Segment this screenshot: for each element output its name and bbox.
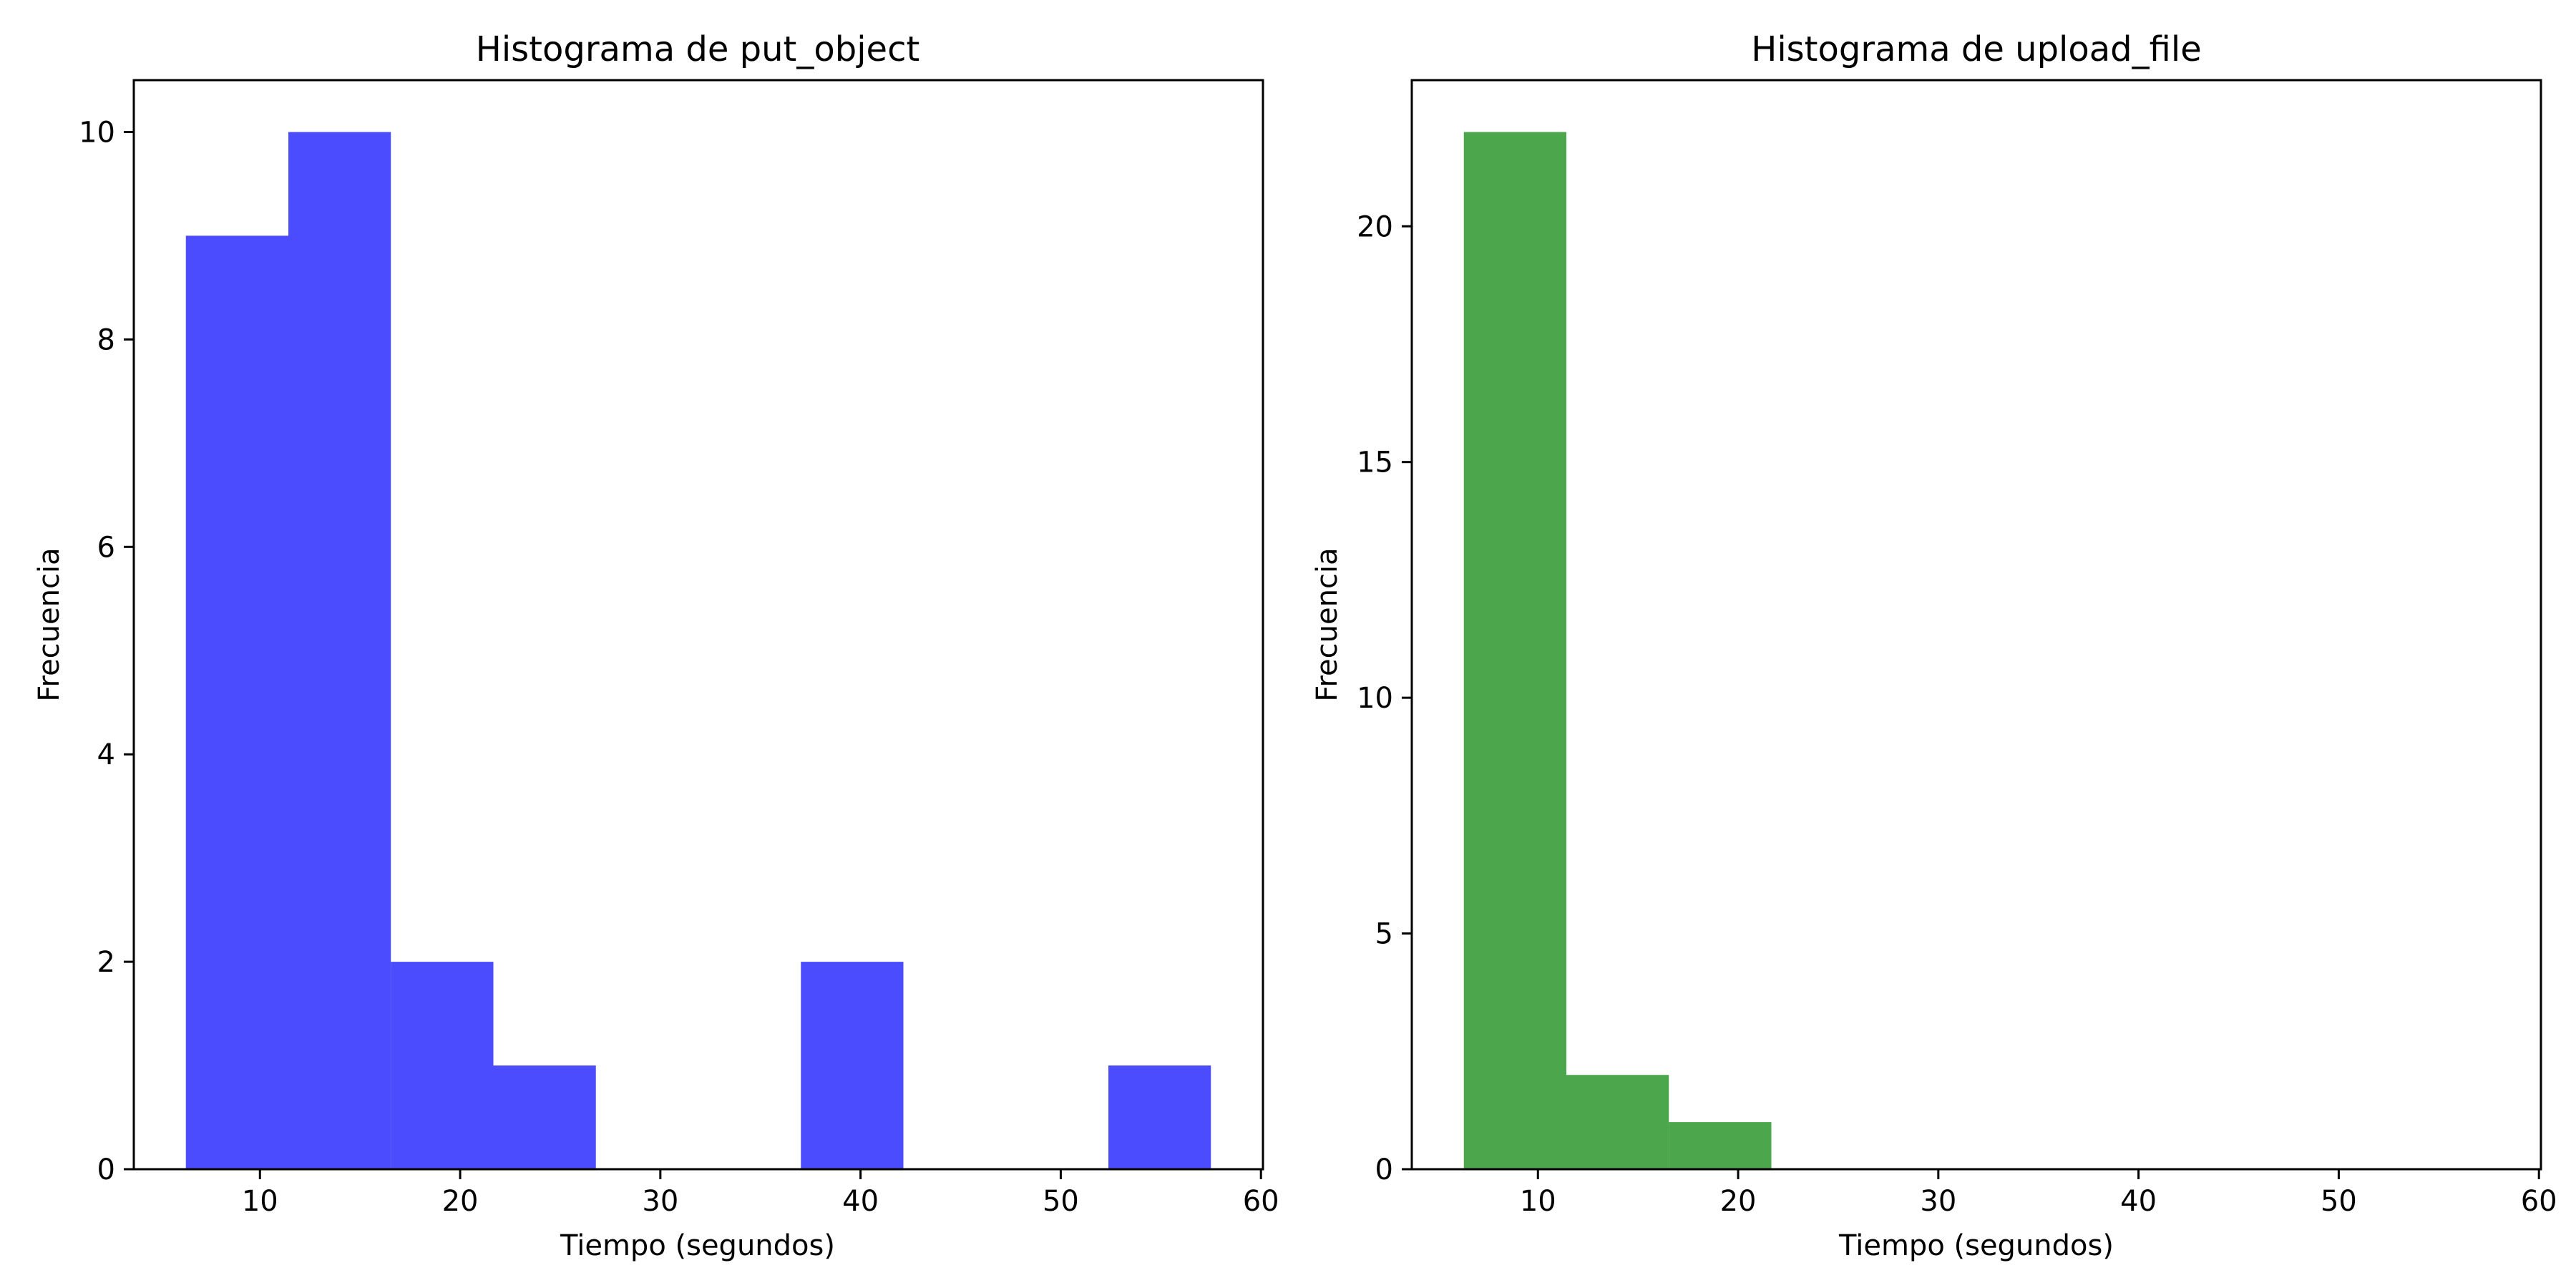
x-tick-label: 20 [1720,1185,1757,1218]
y-tick-label: 10 [79,116,115,149]
y-tick-label: 8 [97,323,115,356]
histogram-bar [801,962,904,1169]
x-tick-label: 60 [2521,1185,2557,1218]
x-tick-label: 10 [242,1185,278,1218]
y-tick-label: 10 [1357,682,1393,715]
histogram-bar [1463,132,1566,1169]
bars [185,132,1211,1169]
histogram-bar [288,132,391,1169]
x-tick-label: 40 [842,1185,879,1218]
histogram-bar [493,1065,596,1169]
y-tick-label: 2 [97,946,115,979]
x-tick-label: 50 [2321,1185,2357,1218]
histogram-bar [1669,1122,1772,1169]
subplot-upload-file: Histograma de upload_file 10 20 30 40 50 60 0… [1311,29,2557,1262]
y-ticks: 0 2 4 6 8 10 [79,116,134,1186]
y-ticks: 0 5 10 15 20 [1357,210,1412,1186]
y-tick-label: 4 [97,738,115,771]
x-tick-label: 30 [642,1185,678,1218]
plot-frame [132,79,1264,1171]
plot-frame [1410,79,2542,1171]
x-axis-label: Tiempo (segundos) [560,1229,835,1262]
y-axis-label: Frecuencia [33,547,66,701]
histogram-bar [1108,1065,1211,1169]
y-tick-label: 0 [1375,1153,1393,1186]
x-ticks: 10 20 30 40 50 60 [242,1169,1279,1218]
y-tick-label: 20 [1357,210,1393,243]
y-axis-label: Frecuencia [1311,547,1344,701]
subplot-put-object: Histograma de put_object 10 20 30 40 50 60 0 2… [33,29,1279,1262]
histogram-bar [391,962,494,1169]
x-tick-label: 50 [1043,1185,1079,1218]
y-tick-label: 15 [1357,447,1393,479]
x-tick-label: 40 [2120,1185,2157,1218]
y-tick-label: 0 [97,1153,115,1186]
x-axis-label: Tiempo (segundos) [1838,1229,2114,1262]
x-tick-label: 20 [442,1185,479,1218]
x-ticks: 10 20 30 40 50 60 [1520,1169,2557,1218]
chart-title: Histograma de put_object [476,29,920,69]
x-tick-label: 60 [1243,1185,1279,1218]
y-tick-label: 6 [97,531,115,564]
x-tick-label: 10 [1520,1185,1556,1218]
histogram-bar [185,235,288,1169]
histogram-bar [1566,1075,1669,1169]
chart-title: Histograma de upload_file [1751,29,2202,69]
x-tick-label: 30 [1920,1185,1956,1218]
bars [1463,132,1772,1169]
y-tick-label: 5 [1375,918,1393,951]
